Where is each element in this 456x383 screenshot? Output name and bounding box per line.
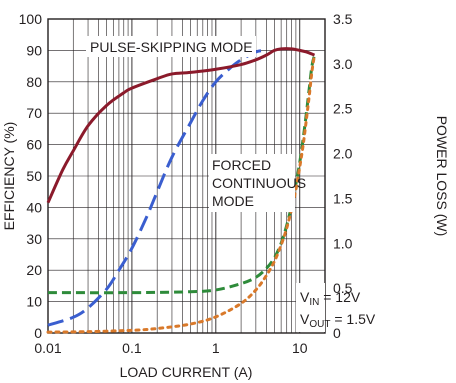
x-tick-label: 10 [292, 340, 308, 356]
x-tick-label: 1 [212, 340, 220, 356]
conditions-label-bg [296, 283, 325, 332]
x-axis-label: LOAD CURRENT (A) [120, 364, 253, 380]
plot-frame [47, 18, 326, 334]
vin-sub: IN [309, 297, 319, 308]
forced-label-line-2: CONTINUOUS [212, 175, 306, 191]
vout-value: = 1.5V [330, 311, 375, 327]
vout-label: VOUT = 1.5V [300, 311, 376, 330]
y2-tick-labels: 0 0.5 1.0 1.5 2.0 2.5 3.0 3.5 [333, 11, 353, 341]
pulse-skipping-label: PULSE-SKIPPING MODE [90, 39, 253, 55]
x-tick-labels: 0.01 0.1 1 10 [34, 340, 307, 356]
y-tick-label: 100 [19, 11, 43, 27]
y2-tick-label: 3.0 [333, 56, 353, 72]
y2-tick-label: 1.5 [333, 190, 353, 206]
y2-tick-label: 2.0 [333, 146, 353, 162]
y2-tick-label: 2.5 [333, 101, 353, 117]
y-tick-label: 70 [26, 105, 42, 121]
forced-label-line-1: FORCED [212, 157, 271, 173]
series-line-0 [46, 47, 316, 204]
series-lines [46, 47, 317, 334]
y-axis-label: EFFICIENCY (%) [1, 122, 17, 231]
y2-tick-label: 0.5 [333, 280, 353, 296]
y-tick-label: 20 [26, 262, 42, 278]
y-tick-label: 0 [34, 325, 42, 341]
forced-label-line-3: MODE [212, 193, 254, 209]
y-tick-label: 10 [26, 294, 42, 310]
series-line-3 [46, 53, 317, 334]
y-tick-label: 40 [26, 199, 42, 215]
series-line-1 [47, 48, 267, 327]
vout-sub: OUT [309, 319, 330, 330]
vin-v: V [300, 289, 310, 305]
y2-tick-label: 3.5 [333, 11, 353, 27]
vout-v: V [300, 311, 310, 327]
x-tick-label: 0.1 [122, 340, 142, 356]
x-tick-label: 0.01 [34, 340, 61, 356]
y-tick-label: 60 [26, 137, 42, 153]
series-line-2 [47, 54, 316, 295]
vin-value: = 12V [319, 289, 361, 305]
y2-axis-label: POWER LOSS (W) [434, 116, 450, 237]
forced-label-bg [209, 154, 295, 212]
pulse-label-bg [86, 36, 256, 57]
vin-label: VIN = 12V [300, 289, 361, 308]
y-tick-label: 50 [26, 168, 42, 184]
y-tick-label: 80 [26, 74, 42, 90]
y-tick-label: 30 [26, 231, 42, 247]
y-tick-labels: 0 10 20 30 40 50 60 70 80 90 100 [19, 11, 43, 341]
y2-tick-label: 0 [333, 325, 341, 341]
y-tick-label: 90 [26, 42, 42, 58]
y2-tick-label: 1.0 [333, 235, 353, 251]
